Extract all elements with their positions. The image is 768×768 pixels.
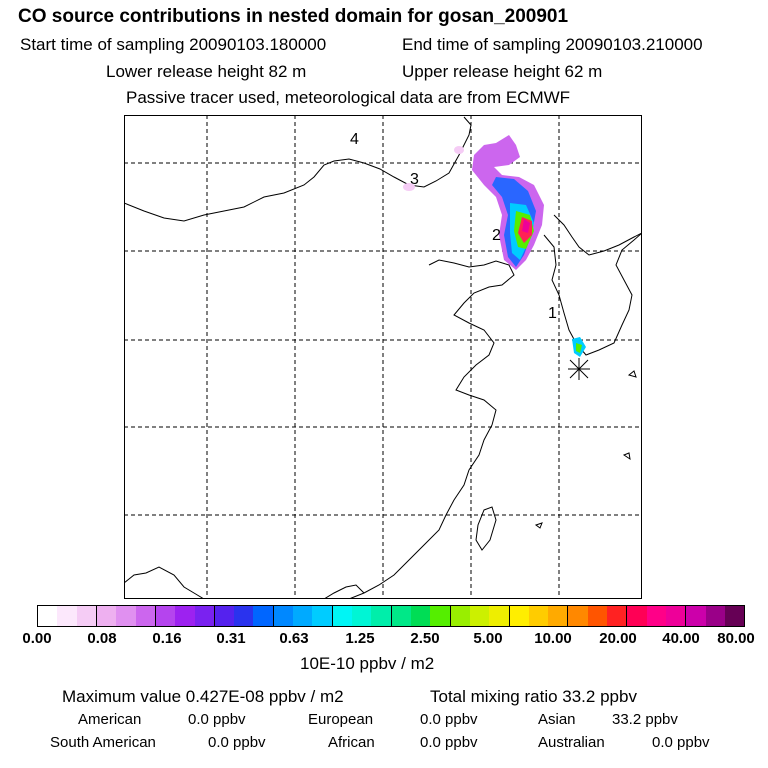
end-time: End time of sampling 20090103.210000 <box>402 35 703 54</box>
colorbar-segment <box>430 606 451 626</box>
max-value: Maximum value 0.427E-08 ppbv / m2 <box>62 687 344 706</box>
tracer-note: Passive tracer used, meteorological data… <box>126 88 571 107</box>
colorbar-segment <box>194 606 215 626</box>
colorbar-segment <box>410 606 431 626</box>
grid-lines <box>124 115 642 599</box>
marker-label-3: 3 <box>410 171 419 188</box>
colorbar-tick: 1.25 <box>345 630 375 647</box>
australian-value: 0.0 ppbv <box>652 734 710 751</box>
colorbar-tick: 0.31 <box>216 630 246 647</box>
colorbar-segment <box>76 606 97 626</box>
colorbar-segment <box>666 606 687 626</box>
plume-magenta <box>522 219 530 233</box>
colorbar-segment <box>705 606 725 626</box>
colorbar-tick: 20.00 <box>599 630 637 647</box>
colorbar-tick: 0.00 <box>22 630 52 647</box>
colorbar-tick: 0.16 <box>152 630 182 647</box>
west-border <box>124 566 205 599</box>
coastlines <box>124 116 642 599</box>
colorbar-segment <box>528 606 549 626</box>
colorbar-tick: 40.00 <box>662 630 700 647</box>
marker-label-4: 4 <box>350 131 359 148</box>
upper-release-height: Upper release height 62 m <box>402 62 603 81</box>
colorbar-segment <box>116 606 136 626</box>
receptor-marker <box>568 358 590 380</box>
colorbar-segment <box>96 606 117 626</box>
colorbar-tick: 5.00 <box>473 630 503 647</box>
colorbar-segment <box>646 606 666 626</box>
korea-coast <box>543 232 642 356</box>
colorbar-segment <box>587 606 608 626</box>
colorbar-segment <box>332 606 352 626</box>
tracer-plume <box>403 135 586 357</box>
colorbar-segment <box>391 606 411 626</box>
colorbar-segment <box>214 606 235 626</box>
american-value: 0.0 ppbv <box>188 711 246 728</box>
japan-islands <box>534 370 637 529</box>
taiwan <box>475 506 497 551</box>
european-value: 0.0 ppbv <box>420 711 478 728</box>
colorbar-segment <box>568 606 588 626</box>
colorbar-segment <box>371 606 392 626</box>
colorbar-tick: 2.50 <box>410 630 440 647</box>
african-value: 0.0 ppbv <box>420 734 478 751</box>
plot-title: CO source contributions in nested domain… <box>18 6 569 27</box>
colorbar-tick: 0.08 <box>87 630 117 647</box>
colorbar-segment <box>352 606 372 626</box>
colorbar-segment <box>135 606 156 626</box>
colorbar-segment <box>548 606 569 626</box>
south-american-value: 0.0 ppbv <box>208 734 266 751</box>
china-korea-border <box>463 116 642 256</box>
south-american-label: South American <box>50 734 156 751</box>
map-frame <box>124 115 642 599</box>
plume-source-core <box>576 343 582 353</box>
colorbar-segment <box>489 606 510 626</box>
european-label: European <box>308 711 374 728</box>
lower-release-height: Lower release height 82 m <box>106 62 307 81</box>
colorbar-segment <box>38 606 58 626</box>
colorbar-segment <box>450 606 470 626</box>
colorbar-segment <box>509 606 529 626</box>
marker-label-1: 1 <box>548 305 557 322</box>
map-panel: 1 2 3 4 <box>124 115 642 599</box>
colorbar-segment <box>469 606 490 626</box>
colorbar-segment <box>57 606 77 626</box>
asian-label: Asian <box>538 711 576 728</box>
total-mixing-ratio: Total mixing ratio 33.2 ppbv <box>430 687 637 706</box>
colorbar-segment <box>253 606 274 626</box>
bohai-coast <box>348 259 515 599</box>
colorbar-segment <box>686 606 706 626</box>
colorbar-segment <box>293 606 313 626</box>
colorbar-segment <box>234 606 254 626</box>
plume-faint-4 <box>454 146 464 154</box>
plume-faint-3 <box>403 183 415 191</box>
colorbar-segment <box>312 606 333 626</box>
colorbar-tick: 0.63 <box>279 630 309 647</box>
colorbar <box>37 605 745 627</box>
australian-label: Australian <box>538 734 605 751</box>
african-label: African <box>328 734 375 751</box>
colorbar-tick: 10.00 <box>534 630 572 647</box>
colorbar-segment <box>273 606 294 626</box>
american-label: American <box>78 711 142 728</box>
colorbar-units: 10E-10 ppbv / m2 <box>300 654 435 673</box>
colorbar-segment <box>607 606 628 626</box>
mongolia-border <box>124 124 472 222</box>
colorbar-tick: 80.00 <box>717 630 755 647</box>
asian-value: 33.2 ppbv <box>612 711 678 728</box>
south-china-coast <box>323 584 365 599</box>
colorbar-segment <box>155 606 176 626</box>
colorbar-segment <box>724 606 745 626</box>
colorbar-segment <box>627 606 647 626</box>
colorbar-segment <box>175 606 195 626</box>
start-time: Start time of sampling 20090103.180000 <box>20 35 327 54</box>
marker-label-2: 2 <box>492 227 501 244</box>
